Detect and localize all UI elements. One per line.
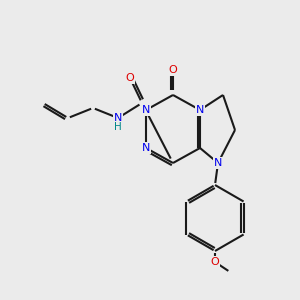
Text: N: N	[114, 113, 122, 123]
Text: N: N	[142, 105, 150, 115]
Text: N: N	[142, 143, 150, 153]
Text: N: N	[196, 105, 204, 115]
Text: N: N	[214, 158, 222, 168]
Text: O: O	[211, 257, 219, 267]
Text: O: O	[126, 73, 134, 83]
Text: O: O	[169, 65, 177, 75]
Text: H: H	[114, 122, 122, 132]
